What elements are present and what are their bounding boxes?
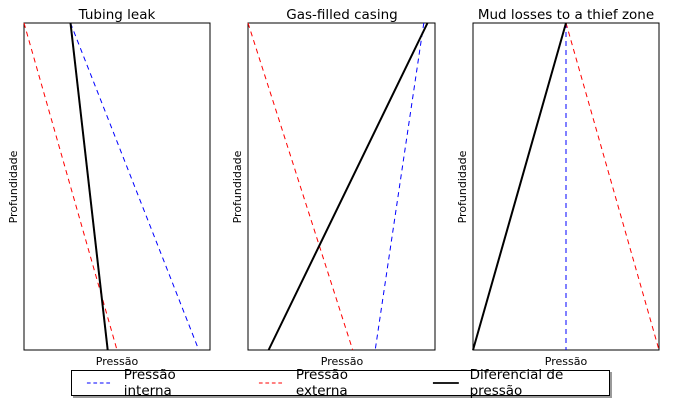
series-line-diferencial-de-press-o [267, 22, 429, 351]
legend-swatch-solid-black [432, 382, 459, 384]
legend-swatch-dashed-blue [86, 382, 113, 384]
legend-label: Pressão interna [123, 367, 176, 399]
x-axis-label: Pressão [96, 355, 139, 368]
legend: Pressão interna Pressão externa Diferenc… [71, 367, 610, 399]
x-axis-label: Pressão [321, 355, 364, 368]
series-line-diferencial-de-press-o [472, 22, 567, 351]
series-layer [247, 22, 429, 351]
series-line-press-o-externa [565, 22, 660, 351]
series-layer [23, 22, 200, 351]
plot-area [23, 22, 211, 351]
series-line-diferencial-de-press-o [69, 22, 109, 351]
panel-title: Gas-filled casing [286, 7, 397, 23]
panel-title: Mud losses to a thief zone [478, 7, 654, 23]
legend-item-pressure-differential: Diferencial de pressão [432, 367, 609, 399]
legend-label: Diferencial de pressão [469, 367, 564, 399]
series-layer [472, 22, 660, 351]
legend-label: Pressão externa [295, 367, 348, 399]
legend-item-internal-pressure: Pressão interna [86, 367, 220, 399]
y-axis-label: Profundidade [7, 150, 20, 223]
x-axis-label: Pressão [545, 355, 588, 368]
y-axis-label: Profundidade [456, 150, 469, 223]
panel-tubing-leak: Tubing leak Pressão Profundidade [7, 7, 211, 368]
panel-title: Tubing leak [78, 7, 156, 23]
panel-mud-losses: Mud losses to a thief zone Pressão Profu… [456, 7, 660, 368]
y-axis-label: Profundidade [231, 150, 244, 223]
series-line-press-o-interna [374, 22, 425, 351]
series-line-press-o-interna [70, 22, 200, 351]
plot-area [247, 22, 436, 351]
legend-swatch-dashed-red [259, 382, 285, 384]
legend-item-external-pressure: Pressão externa [258, 367, 396, 399]
series-line-press-o-externa [247, 22, 354, 351]
panel-gas-filled-casing: Gas-filled casing Pressão Profundidade [231, 7, 436, 368]
